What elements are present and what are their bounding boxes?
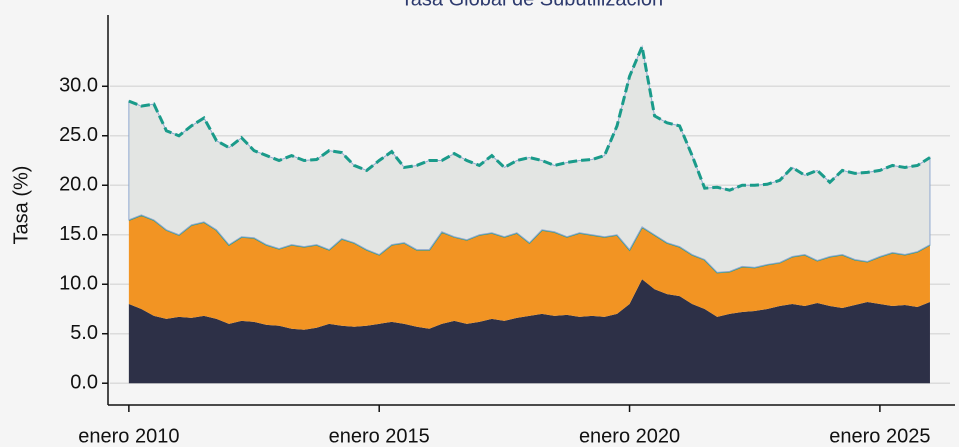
x-tick-label: enero 2015: [329, 425, 430, 447]
y-tick-label: 25.0: [59, 124, 98, 146]
chart-title: Tasa Global de Subutilización: [401, 0, 663, 10]
x-tick-label: enero 2010: [78, 425, 179, 447]
y-tick-label: 20.0: [59, 174, 98, 196]
area: [128, 214, 930, 330]
y-tick-label: 15.0: [59, 223, 98, 245]
y-tick-label: 30.0: [59, 75, 98, 97]
y-axis-label: Tasa (%): [10, 166, 32, 245]
y-tick-label: 10.0: [59, 273, 98, 295]
y-tick-label: 0.0: [70, 372, 98, 394]
y-tick-label: 5.0: [70, 322, 98, 344]
x-tick-label: enero 2025: [829, 425, 930, 447]
area-edge: [128, 41, 931, 192]
area: [128, 279, 930, 384]
x-tick-label: enero 2020: [579, 425, 680, 447]
